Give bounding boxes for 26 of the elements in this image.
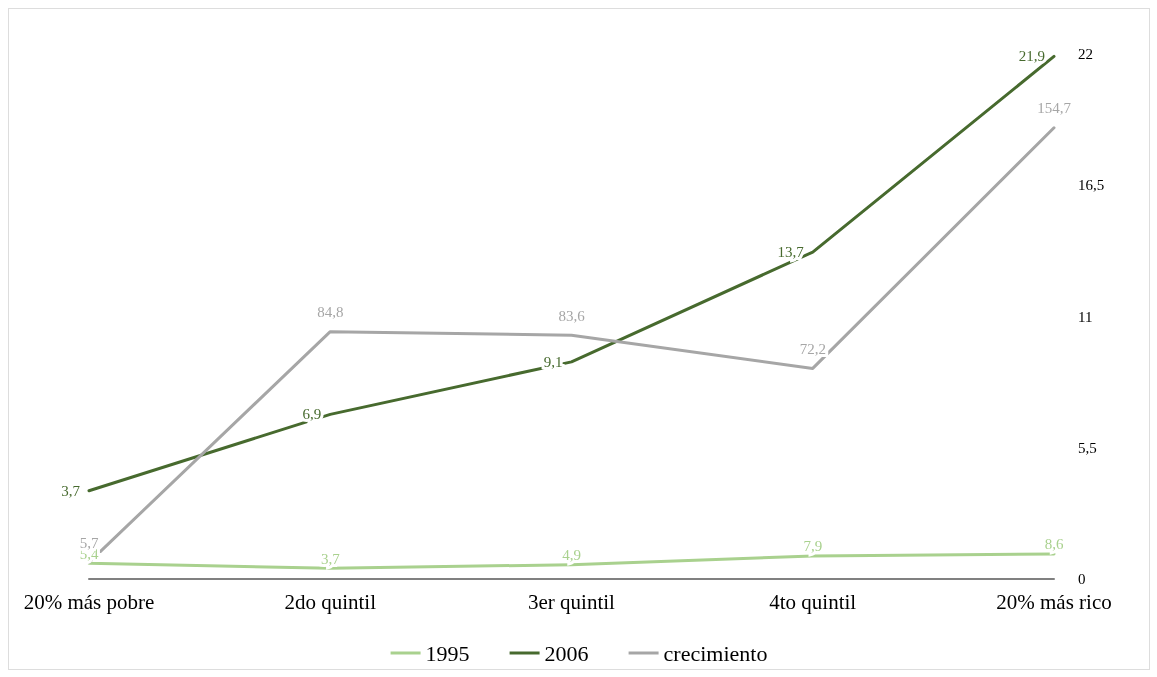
y2-tick-label: 11 bbox=[1078, 308, 1093, 325]
data-label: 83,6 bbox=[558, 307, 586, 324]
data-label: 6,9 bbox=[302, 406, 322, 423]
data-label: 154,7 bbox=[1037, 100, 1072, 117]
data-label: 7,9 bbox=[803, 538, 823, 555]
data-label: 13,7 bbox=[777, 244, 805, 261]
legend-label: 1995 bbox=[425, 640, 470, 666]
y2-tick-label: 16,5 bbox=[1078, 177, 1105, 194]
data-label: 72,2 bbox=[799, 340, 826, 357]
x-tick-label: 4to quintil bbox=[769, 589, 857, 614]
data-label: 4,9 bbox=[562, 547, 581, 564]
x-tick-label: 20% más pobre bbox=[23, 589, 155, 614]
data-label: 84,8 bbox=[317, 304, 344, 321]
legend-label: crecimiento bbox=[663, 640, 768, 666]
data-label: 5,7 bbox=[79, 534, 99, 551]
data-label: 8,6 bbox=[1044, 536, 1064, 553]
data-label: 21,9 bbox=[1018, 48, 1045, 65]
y2-tick-label: 0 bbox=[1078, 571, 1086, 587]
legend-label: 2006 bbox=[544, 640, 589, 666]
y2-tick-label: 22 bbox=[1078, 46, 1093, 62]
y2-tick-label: 5,5 bbox=[1078, 439, 1097, 456]
x-tick-label: 2do quintil bbox=[284, 589, 377, 614]
x-tick-label: 20% más rico bbox=[996, 589, 1112, 614]
data-label: 3,7 bbox=[320, 550, 341, 567]
data-label: 3,7 bbox=[61, 482, 81, 499]
x-tick-label: 3er quintil bbox=[528, 589, 616, 614]
